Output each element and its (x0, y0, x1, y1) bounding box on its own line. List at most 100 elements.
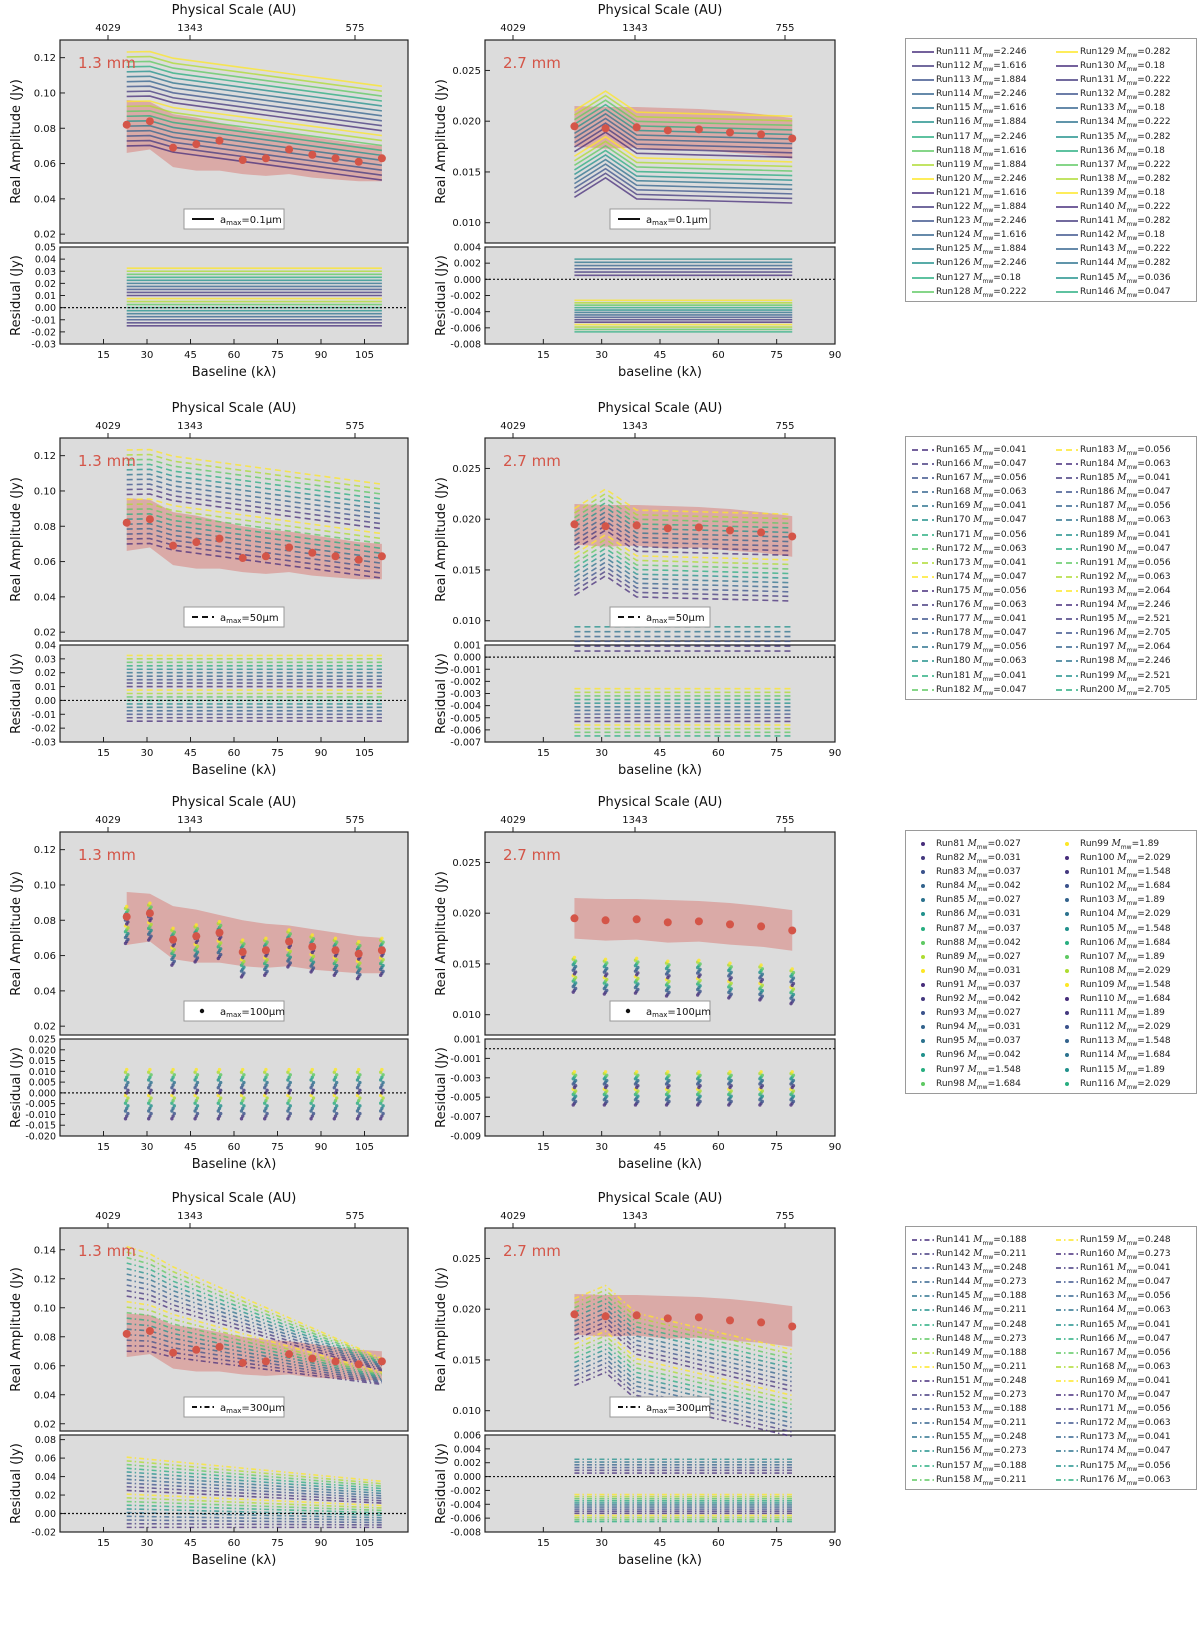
residual-curve (126, 1508, 382, 1517)
res-tick-label: -0.03 (31, 738, 56, 749)
res-tick-label: -0.001 (450, 665, 481, 676)
x-tick-label: 75 (770, 1142, 783, 1153)
legend-entry: Run129 Mmw=0.282 (1056, 47, 1171, 59)
model-point (667, 968, 671, 973)
x-axis-label: Baseline (kλ) (192, 1553, 277, 1568)
model-point (667, 985, 671, 989)
model-point (605, 966, 609, 971)
residual-point (241, 1106, 245, 1111)
observed-point (788, 1322, 797, 1331)
residual-point (123, 1109, 128, 1113)
y-tick-label: 0.015 (452, 959, 481, 970)
residual-axis-label: Residual (Jy) (9, 255, 24, 336)
model-point (636, 976, 640, 981)
model-curve (126, 50, 383, 87)
model-curve (574, 556, 793, 584)
residual-point (239, 1093, 244, 1098)
residual-point (380, 1106, 384, 1111)
residual-point (172, 1104, 176, 1108)
y-axis-label: Real Amplitude (Jy) (9, 477, 24, 602)
residual-point (358, 1088, 362, 1093)
y-axis-label: Real Amplitude (Jy) (434, 871, 449, 996)
residual-point (760, 1094, 765, 1098)
residual-point (217, 1098, 222, 1103)
legend-entry: Run146 Mmw=0.047 (1056, 286, 1171, 299)
legend-entry: Run141 Mmw=0.188 (912, 1235, 1027, 1247)
model-curve (574, 1334, 793, 1401)
residual-point (729, 1073, 733, 1077)
model-point (759, 963, 763, 967)
model-point (729, 970, 733, 975)
legend-entry: Run116 Mmw=1.884 (912, 117, 1027, 130)
residual-curve (126, 1460, 382, 1485)
residual-point (286, 1070, 290, 1074)
residual-point (332, 1109, 336, 1113)
y-tick-label: 0.10 (34, 88, 56, 99)
model-point (666, 959, 670, 963)
legend-entry: Run105 Mmw=1.548 (1054, 922, 1171, 936)
residual-point (573, 1073, 578, 1077)
residual-point (791, 1099, 796, 1104)
residual-axis-label: Residual (Jy) (434, 255, 449, 336)
residual-point (355, 1109, 360, 1113)
legend-entry: Run179 Mmw=0.056 (912, 642, 1027, 655)
model-curve (574, 122, 793, 149)
chart-2-7mm-amax-0.1: 4029 1343 755 Physical Scale (AU) 0.010 0.015… (434, 3, 841, 380)
legend-entry: Run181 Mmw=0.041 (912, 670, 1027, 683)
res-tick-label: 0.05 (35, 243, 56, 254)
residual-point (170, 1086, 174, 1090)
residual-point (170, 1070, 174, 1074)
model-curve (126, 458, 383, 495)
model-curve (126, 85, 383, 122)
residual-point (573, 1094, 578, 1098)
x-tick-label: 90 (315, 1142, 328, 1153)
residual-curve (126, 1463, 382, 1487)
observed-point (145, 1326, 154, 1335)
model-point (357, 940, 361, 944)
model-point (760, 967, 765, 971)
residual-point (355, 1101, 360, 1105)
legend-entry: Run151 Mmw=0.248 (912, 1375, 1027, 1388)
residual-point (172, 1080, 176, 1085)
top-tick-label: 4029 (95, 815, 120, 826)
res-tick-label: -0.008 (450, 1528, 481, 1539)
x-tick-label: 30 (141, 748, 154, 759)
residual-point (149, 1104, 153, 1108)
residual-point (239, 1086, 244, 1090)
observed-point (215, 928, 224, 937)
legend-entry: Run146 Mmw=0.211 (912, 1305, 1027, 1318)
top-tick-label: 4029 (95, 23, 120, 34)
observed-point (331, 552, 340, 561)
model-point (217, 919, 222, 924)
legend-entry: Run119 Mmw=1.884 (912, 159, 1027, 172)
legend-entry: Run153 Mmw=0.188 (912, 1404, 1027, 1416)
model-curve (126, 537, 383, 574)
model-point (149, 916, 153, 921)
residual-point (636, 1094, 640, 1098)
residual-point (790, 1070, 794, 1074)
legend-entry: Run162 Mmw=0.047 (1056, 1277, 1171, 1290)
model-curve (126, 522, 383, 560)
legend-entry: Run199 Mmw=2.521 (1056, 670, 1171, 683)
legend-entry: Run198 Mmw=2.246 (1056, 656, 1171, 669)
residual-point (242, 1104, 246, 1108)
res-tick-label: 0.00 (35, 1509, 56, 1520)
legend-entry: Run111 Mmw=1.89 (1054, 1006, 1171, 1020)
residual-point (149, 1088, 153, 1093)
model-curve (126, 90, 383, 127)
observed-point (601, 916, 610, 925)
model-point (636, 982, 640, 986)
chart-2-7mm-amax-300: 4029 1343 755 Physical Scale (AU) 0.010 0.015… (434, 1191, 841, 1568)
model-point (288, 949, 292, 954)
top-tick-label: 755 (775, 421, 794, 432)
model-point (219, 941, 223, 945)
model-curve (126, 1328, 383, 1380)
model-curve (574, 126, 793, 154)
residual-point (636, 1078, 640, 1083)
y-axis-label: Real Amplitude (Jy) (9, 871, 24, 996)
residual-curve (126, 1504, 382, 1514)
model-point (729, 992, 733, 996)
y-tick-label: 0.02 (34, 1419, 56, 1430)
model-point (729, 965, 733, 969)
residual-point (605, 1084, 609, 1088)
